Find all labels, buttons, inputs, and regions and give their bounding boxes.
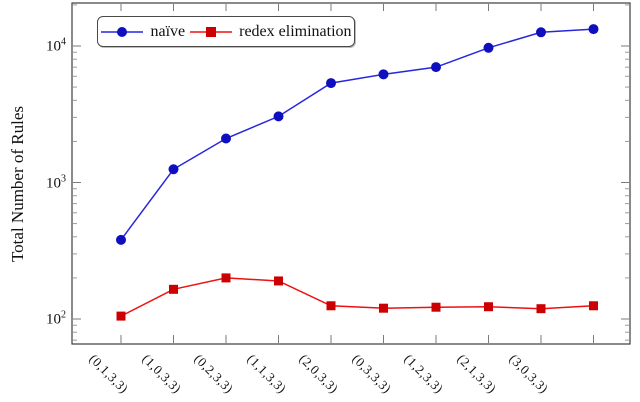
data-point-naive (221, 133, 231, 144)
data-point-redex-elimination (589, 301, 598, 311)
redex-elimination-legend-marker-icon (190, 26, 233, 37)
data-point-naive (273, 111, 284, 122)
legend-item-naive: naïve (100, 23, 185, 41)
y-tick-label: 104 (46, 36, 66, 55)
data-point-naive (116, 234, 126, 245)
y-axis-title: Total Number of Rules (8, 105, 27, 263)
series-line-naive (120, 28, 594, 241)
legend: naïve redex elimination (97, 16, 355, 47)
data-point-naive (168, 164, 179, 175)
data-point-redex-elimination (116, 311, 126, 321)
data-point-redex-elimination (484, 302, 493, 312)
naive-legend-marker-icon (101, 26, 144, 37)
data-point-naive (588, 24, 599, 35)
y-tick-label: 103 (46, 173, 66, 191)
data-point-redex-elimination (274, 276, 283, 286)
y-tick-label: 102 (46, 309, 66, 328)
data-point-redex-elimination (221, 273, 231, 283)
data-point-naive (431, 62, 441, 73)
data-point-naive (536, 27, 546, 38)
data-point-naive (483, 42, 494, 53)
data-point-redex-elimination (326, 301, 336, 311)
data-point-redex-elimination (379, 303, 388, 313)
data-point-naive (326, 78, 336, 89)
data-point-naive (378, 69, 389, 80)
legend-label-redex-elimination: redex elimination (239, 22, 352, 40)
axes-frame (71, 2, 631, 345)
data-point-redex-elimination (431, 302, 441, 312)
legend-item-redex-elimination: redex elimination (189, 22, 352, 41)
data-point-redex-elimination (536, 304, 546, 314)
data-point-redex-elimination (169, 284, 178, 294)
legend-label-naive: naïve (150, 22, 186, 40)
series-line-redex-elimination (120, 277, 594, 317)
